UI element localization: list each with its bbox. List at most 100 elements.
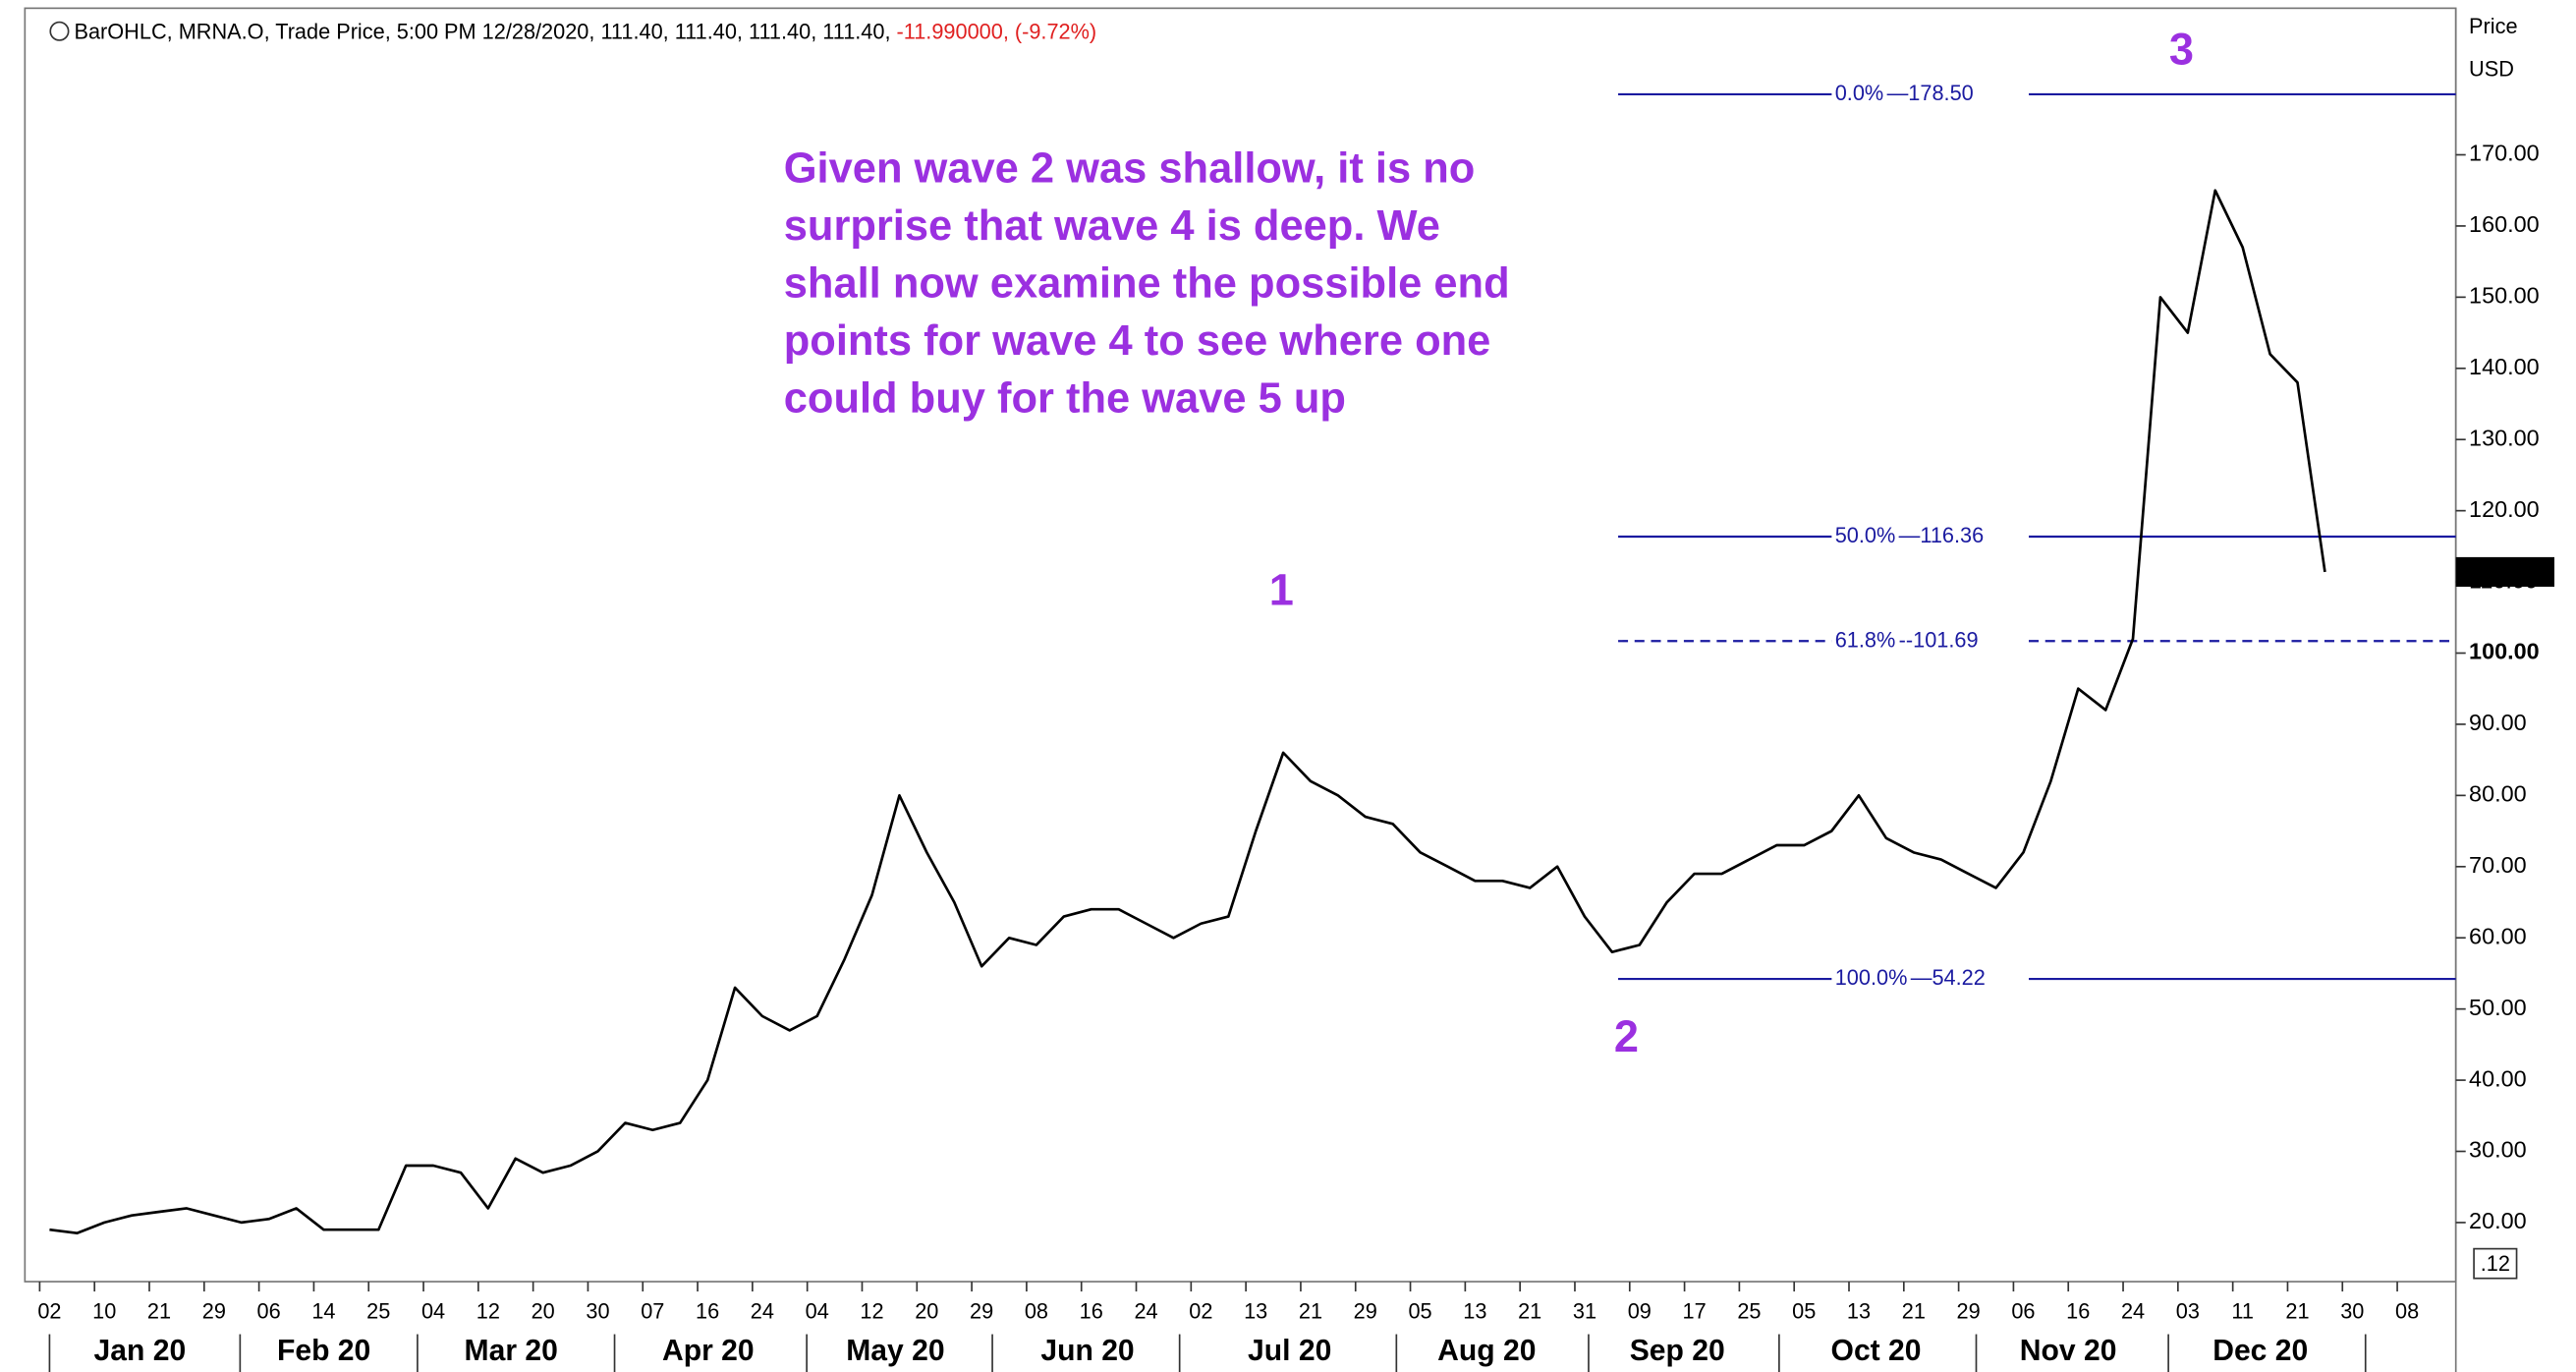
wave-label: 2 <box>1614 1011 1639 1061</box>
wave-label: 1 <box>1269 564 1294 614</box>
y-tick-label: 50.00 <box>2469 995 2527 1020</box>
annotation-line: could buy for the wave 5 up <box>784 374 1346 422</box>
wave-label: 3 <box>2169 24 2194 74</box>
x-tick-label: 12 <box>476 1299 500 1324</box>
fib-label: 0.0% —178.50 <box>1835 81 1974 105</box>
x-tick-label: 20 <box>915 1299 938 1324</box>
fib-label-bg <box>1831 627 2030 655</box>
y-tick-label: 90.00 <box>2469 710 2527 735</box>
y-tick-label: 20.00 <box>2469 1208 2527 1233</box>
month-label: May 20 <box>846 1335 944 1367</box>
fib-value: 116.36 <box>1920 523 1984 547</box>
y-tick-label: 30.00 <box>2469 1137 2527 1163</box>
fib-value: 54.22 <box>1932 965 1985 990</box>
x-tick-label: 29 <box>1957 1299 1981 1324</box>
x-tick-label: 04 <box>421 1299 445 1324</box>
annotation: Given wave 2 was shallow, it is no surpr… <box>784 144 1510 422</box>
fib-label-bg <box>1831 523 2030 550</box>
x-tick-label: 09 <box>1628 1299 1652 1324</box>
month-label: Sep 20 <box>1630 1335 1725 1367</box>
y-axis-unit: USD <box>2469 57 2514 82</box>
y-tick-label: 150.00 <box>2469 283 2540 309</box>
header-change: -11.990000, (-9.72%) <box>897 19 1097 43</box>
y-tick-label: 170.00 <box>2469 141 2540 166</box>
x-tick-label: 30 <box>586 1299 609 1324</box>
annotation-line: shall now examine the possible end <box>784 259 1510 307</box>
x-tick-label: 29 <box>970 1299 993 1324</box>
y-tick-label: 160.00 <box>2469 211 2540 237</box>
x-tick-label: 13 <box>1847 1299 1871 1324</box>
month-label: Oct 20 <box>1831 1335 1922 1367</box>
x-tick-label: 29 <box>1354 1299 1377 1324</box>
y-tick-label: 140.00 <box>2469 354 2540 379</box>
month-label: Feb 20 <box>277 1335 370 1367</box>
x-tick-label: 06 <box>257 1299 281 1324</box>
fib-label: 61.8% --101.69 <box>1835 627 1979 652</box>
fib-label: 50.0% —116.36 <box>1835 523 1984 547</box>
fib-percent: 0.0% <box>1835 81 1884 105</box>
x-tick-label: 30 <box>2340 1299 2364 1324</box>
x-tick-label: 21 <box>2285 1299 2309 1324</box>
month-label: Mar 20 <box>465 1335 558 1367</box>
fib-label-bg <box>1831 81 2030 108</box>
x-tick-label: 29 <box>202 1299 226 1324</box>
month-label: Nov 20 <box>2020 1335 2117 1367</box>
x-tick-label: 31 <box>1573 1299 1596 1324</box>
chart-header: BarOHLC, MRNA.O, Trade Price, 5:00 PM 12… <box>74 19 1096 43</box>
x-tick-label: 03 <box>2176 1299 2200 1324</box>
month-label: Jun 20 <box>1040 1335 1134 1367</box>
header-text: BarOHLC, MRNA.O, Trade Price, 5:00 PM 12… <box>74 19 896 43</box>
y-axis-label: Price <box>2469 14 2517 38</box>
x-tick-label: 13 <box>1244 1299 1267 1324</box>
header-icon <box>49 21 70 41</box>
y-tick-label: 70.00 <box>2469 852 2527 878</box>
month-label: Jul 20 <box>1248 1335 1331 1367</box>
month-label: Jan 20 <box>94 1335 187 1367</box>
fib-sep: — <box>1887 81 1909 105</box>
x-tick-label: 24 <box>1134 1299 1157 1324</box>
annotation-line: points for wave 4 to see where one <box>784 317 1491 365</box>
fib-sep: -- <box>1899 627 1913 652</box>
y-tick-label: 80.00 <box>2469 781 2527 807</box>
corner-label: .12 <box>2481 1251 2510 1276</box>
x-tick-label: 24 <box>751 1299 774 1324</box>
y-tick-label: 100.00 <box>2469 639 2540 664</box>
month-label: Aug 20 <box>1437 1335 1536 1367</box>
x-tick-label: 13 <box>1463 1299 1486 1324</box>
x-tick-label: 05 <box>1792 1299 1816 1324</box>
x-tick-label: 06 <box>2011 1299 2035 1324</box>
annotation-line: surprise that wave 4 is deep. We <box>784 202 1440 250</box>
x-tick-label: 12 <box>860 1299 883 1324</box>
price-line <box>49 189 2326 1235</box>
fib-percent: 61.8% <box>1835 627 1896 652</box>
y-tick-label: 60.00 <box>2469 923 2527 948</box>
x-tick-label: 17 <box>1683 1299 1707 1324</box>
fib-label-bg <box>1831 965 2030 993</box>
x-tick-label: 21 <box>1902 1299 1926 1324</box>
fib-percent: 50.0% <box>1835 523 1896 547</box>
y-tick-label: 40.00 <box>2469 1065 2527 1091</box>
x-tick-label: 21 <box>147 1299 171 1324</box>
x-tick-label: 04 <box>806 1299 829 1324</box>
fib-sep: — <box>1899 523 1921 547</box>
last-price-box <box>2455 556 2555 587</box>
x-tick-label: 25 <box>1737 1299 1761 1324</box>
fib-percent: 100.0% <box>1835 965 1908 990</box>
x-tick-label: 21 <box>1518 1299 1541 1324</box>
x-tick-label: 11 <box>2231 1299 2254 1324</box>
last-price-label: 111.40 <box>2461 558 2524 583</box>
fib-label: 100.0% —54.22 <box>1835 965 1986 990</box>
x-tick-label: 05 <box>1408 1299 1431 1324</box>
x-tick-label: 16 <box>1080 1299 1103 1324</box>
x-tick-label: 02 <box>37 1299 61 1324</box>
annotation-line: Given wave 2 was shallow, it is no <box>784 144 1476 192</box>
month-label: Apr 20 <box>662 1335 755 1367</box>
month-label: Dec 20 <box>2212 1335 2308 1367</box>
fib-value: 178.50 <box>1908 81 1973 105</box>
y-tick-label: 130.00 <box>2469 425 2540 450</box>
corner-box <box>2473 1247 2518 1280</box>
x-tick-label: 07 <box>641 1299 664 1324</box>
x-tick-label: 25 <box>366 1299 390 1324</box>
